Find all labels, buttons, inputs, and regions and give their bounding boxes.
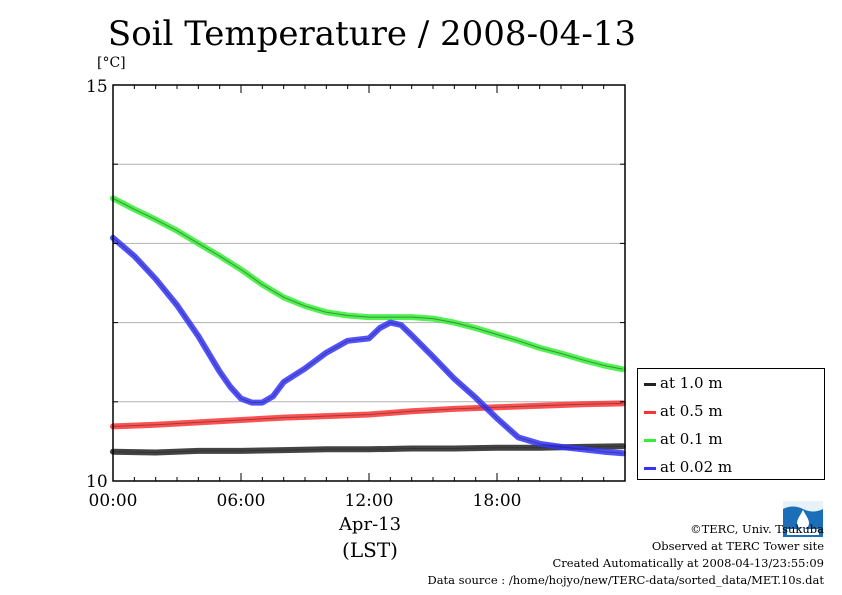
x-timezone-label: (LST) <box>342 538 398 562</box>
series-line-at-1_0-m <box>110 443 626 456</box>
series-line-at-0_02-m <box>110 234 626 457</box>
x-tick-label: 06:00 <box>216 491 266 511</box>
legend-label: at 1.0 m <box>660 374 723 392</box>
legend-swatch <box>644 466 656 470</box>
credits: ©TERC, Univ. Tsukuba Observed at TERC To… <box>427 521 824 589</box>
series-band <box>110 443 626 456</box>
legend-label: at 0.02 m <box>660 458 733 476</box>
y-tick-label-min: 10 <box>86 472 108 492</box>
data-source-text: Data source : /home/hojyo/new/TERC-data/… <box>427 573 824 587</box>
legend-swatch <box>644 438 656 442</box>
series-line-at-0_5-m <box>110 400 626 430</box>
observed-text: Observed at TERC Tower site <box>651 539 824 553</box>
series-band <box>110 195 626 373</box>
series-band <box>110 234 626 457</box>
x-tick-label: 18:00 <box>472 491 522 511</box>
series-line-at-0_1-m <box>110 195 626 373</box>
series-core <box>112 402 623 427</box>
series-core <box>112 237 623 454</box>
legend-item: at 0.5 m <box>644 400 723 422</box>
x-tick-label: 00:00 <box>88 491 138 511</box>
series-core <box>112 197 623 370</box>
y-tick-label-max: 15 <box>86 77 108 97</box>
legend-item: at 0.1 m <box>644 428 723 450</box>
legend-swatch <box>644 382 656 386</box>
x-date-label: Apr-13 <box>338 514 402 535</box>
x-tick-label: 12:00 <box>344 491 394 511</box>
legend-label: at 0.1 m <box>660 430 723 448</box>
copyright-text: ©TERC, Univ. Tsukuba <box>690 522 824 536</box>
created-text: Created Automatically at 2008-04-13/23:5… <box>552 556 825 570</box>
legend-label: at 0.5 m <box>660 402 723 420</box>
series-core <box>112 445 623 453</box>
legend-swatch <box>644 410 656 414</box>
series-layer <box>110 195 626 457</box>
grid-lines <box>113 163 625 403</box>
plot-frame <box>112 84 626 482</box>
y-axis-unit-label: [°C] <box>97 55 126 71</box>
series-band <box>110 400 626 430</box>
legend-item: at 0.02 m <box>644 456 732 478</box>
legend: at 1.0 m at 0.5 m at 0.1 m at 0.02 m <box>637 368 825 480</box>
chart-title: Soil Temperature / 2008-04-13 <box>107 14 637 54</box>
terc-logo-icon <box>783 501 823 537</box>
legend-item: at 1.0 m <box>644 372 723 394</box>
